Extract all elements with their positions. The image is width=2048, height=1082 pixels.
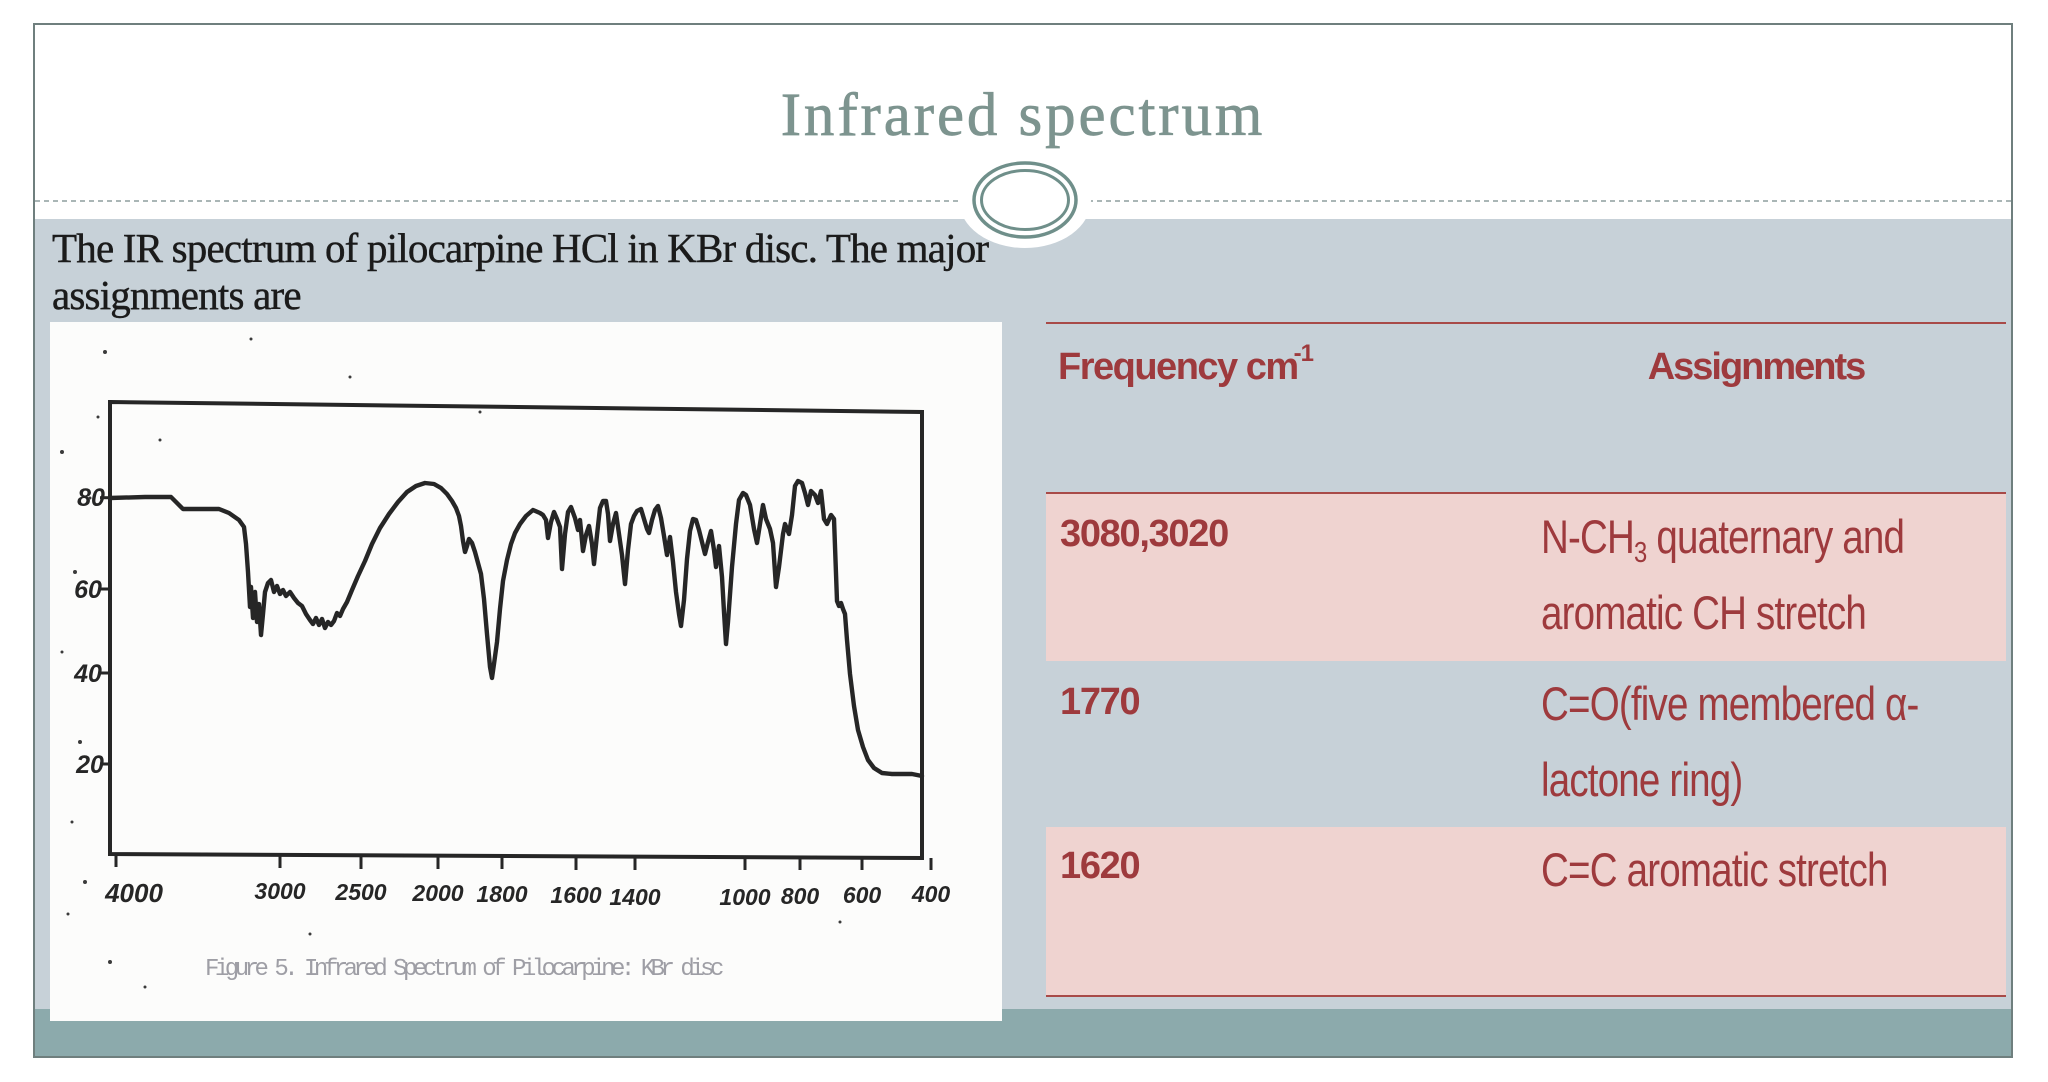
svg-text:400: 400 <box>911 881 951 907</box>
svg-text:1000: 1000 <box>719 884 770 910</box>
svg-text:Figure 5. Infrared Spectrum of: Figure 5. Infrared Spectrum of Pilocarpi… <box>205 956 723 983</box>
svg-text:4000: 4000 <box>104 878 163 908</box>
svg-text:600: 600 <box>843 882 882 908</box>
svg-text:3000: 3000 <box>254 878 305 904</box>
svg-text:40: 40 <box>73 660 102 688</box>
svg-text:800: 800 <box>781 883 820 909</box>
svg-text:60: 60 <box>74 576 102 604</box>
svg-text:2000: 2000 <box>411 880 463 906</box>
svg-text:20: 20 <box>75 751 104 779</box>
svg-text:1800: 1800 <box>476 881 527 907</box>
svg-text:1400: 1400 <box>609 884 660 910</box>
svg-text:2500: 2500 <box>334 879 386 905</box>
svg-text:1600: 1600 <box>550 882 601 908</box>
